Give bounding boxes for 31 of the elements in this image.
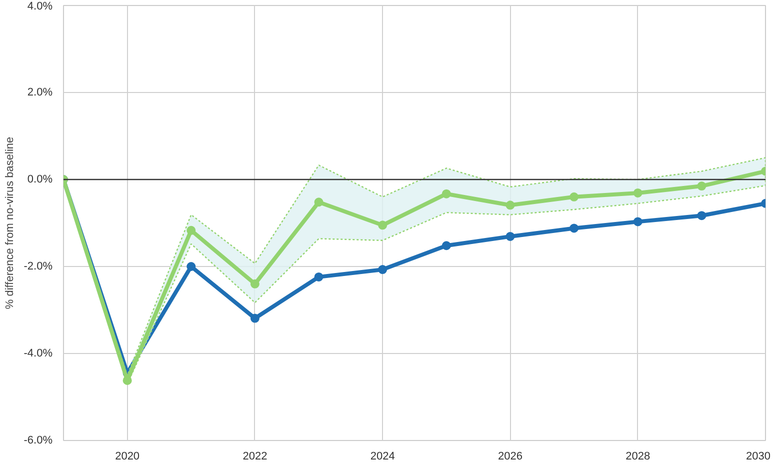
point [250, 279, 260, 288]
point [442, 189, 451, 198]
point [697, 211, 706, 220]
x-tick-label: 2022 [242, 450, 268, 462]
point [633, 188, 642, 198]
point [250, 314, 260, 323]
x-tick-label: 2026 [498, 450, 522, 462]
point [570, 224, 579, 233]
y-tick-label: -6.0% [24, 434, 53, 446]
point [378, 220, 388, 230]
point [570, 192, 579, 202]
point [506, 232, 515, 241]
y-tick-label: 0.0% [27, 174, 53, 186]
x-tick-label: 2030 [746, 450, 771, 462]
x-tick-label: 2020 [115, 450, 140, 462]
y-tick-label: -4.0% [24, 348, 53, 360]
point [442, 241, 451, 250]
point [633, 217, 642, 226]
point [314, 272, 324, 282]
point [697, 182, 706, 191]
point [186, 226, 196, 235]
x-tick-label: 2028 [626, 450, 650, 462]
y-tick-label: 4.0% [27, 0, 53, 12]
point [186, 262, 196, 271]
y-axis-title: % difference from no-virus baseline [4, 136, 16, 310]
point [378, 265, 388, 274]
point [506, 200, 515, 210]
y-tick-label: -2.0% [24, 260, 53, 272]
y-tick-label: 2.0% [27, 86, 53, 98]
x-tick-label: 2024 [370, 450, 395, 462]
point [314, 198, 324, 207]
